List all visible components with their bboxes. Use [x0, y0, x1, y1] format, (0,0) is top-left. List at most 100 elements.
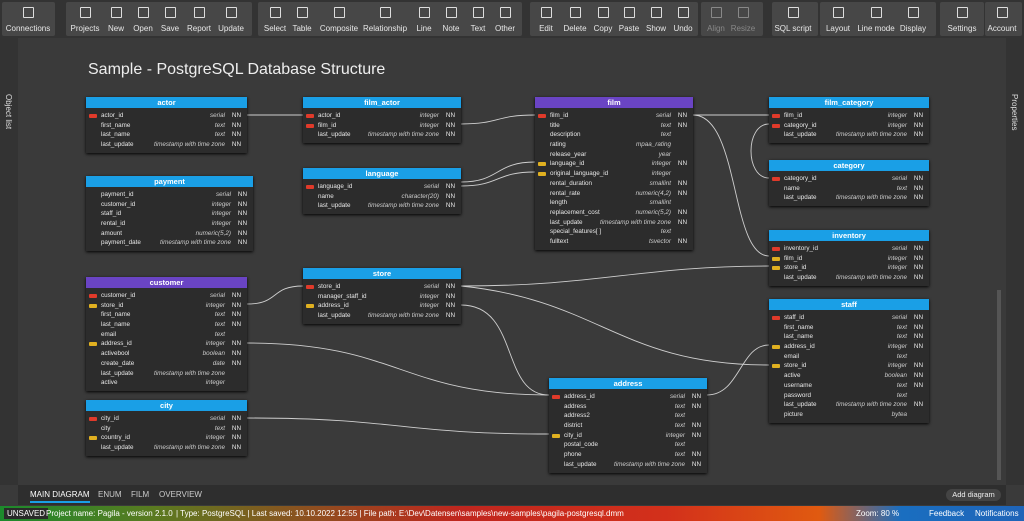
table-column[interactable]: film_id integer NN: [769, 254, 929, 264]
toolbar-button[interactable]: Show: [626, 2, 686, 36]
toolbar-button[interactable]: Composite: [309, 2, 369, 36]
table-column[interactable]: customer_id serial NN: [86, 291, 247, 301]
toolbar-button[interactable]: Copy: [573, 2, 633, 36]
table-column[interactable]: address text NN: [549, 402, 707, 412]
table[interactable]: payment payment_id serial NN customer_id inte…: [86, 176, 253, 252]
table-column[interactable]: address_id integer NN: [303, 301, 461, 311]
table-column[interactable]: postal_code text: [549, 440, 707, 450]
table-column[interactable]: film_id serial NN: [535, 111, 693, 121]
table[interactable]: actor actor_id serial NN first_name text NN las…: [86, 97, 247, 153]
table-column[interactable]: last_update timestamp with time zone NN: [86, 443, 247, 453]
table-column[interactable]: payment_date timestamp with time zone NN: [86, 238, 253, 248]
table-column[interactable]: username text NN: [769, 381, 929, 391]
table-column[interactable]: language_id serial NN: [303, 182, 461, 192]
table-column[interactable]: manager_staff_id integer NN: [303, 292, 461, 302]
table-column[interactable]: last_update timestamp with time zone NN: [303, 311, 461, 321]
table-column[interactable]: city text NN: [86, 424, 247, 434]
toolbar-button[interactable]: Select: [245, 2, 305, 36]
table-column[interactable]: first_name text NN: [86, 121, 247, 131]
table-column[interactable]: last_update timestamp with time zone NN: [86, 140, 247, 150]
table-column[interactable]: last_update timestamp with time zone: [86, 369, 247, 379]
diagram-tab[interactable]: ENUM: [98, 490, 122, 499]
table-column[interactable]: picture bytea: [769, 410, 929, 420]
table-column[interactable]: last_update timestamp with time zone NN: [769, 193, 929, 203]
table-column[interactable]: title text NN: [535, 121, 693, 131]
table-column[interactable]: staff_id serial NN: [769, 313, 929, 323]
table-column[interactable]: description text: [535, 130, 693, 140]
zoom[interactable]: Zoom: 80 %: [856, 509, 900, 518]
table[interactable]: store store_id serial NN manager_staff_id int…: [303, 268, 461, 324]
diagram-tab[interactable]: MAIN DIAGRAM: [30, 490, 90, 503]
scrollbar[interactable]: [997, 290, 1001, 480]
table-column[interactable]: city_id serial NN: [86, 414, 247, 424]
toolbar-button[interactable]: Account: [972, 2, 1024, 36]
table-column[interactable]: inventory_id serial NN: [769, 244, 929, 254]
table[interactable]: staff staff_id serial NN first_name text NN las…: [769, 299, 929, 423]
table-column[interactable]: staff_id integer NN: [86, 209, 253, 219]
feedback[interactable]: Feedback: [929, 509, 965, 518]
table-column[interactable]: first_name text NN: [86, 310, 247, 320]
table[interactable]: city city_id serial NN city text NN country_id i…: [86, 400, 247, 456]
table[interactable]: address address_id serial NN address text NN ad…: [549, 378, 707, 473]
table-column[interactable]: payment_id serial NN: [86, 190, 253, 200]
table[interactable]: language language_id serial NN name character…: [303, 168, 461, 215]
toolbar-button[interactable]: Open: [113, 2, 173, 36]
table-column[interactable]: store_id integer NN: [769, 361, 929, 371]
table-column[interactable]: last_update timestamp with time zone NN: [535, 218, 693, 228]
table-column[interactable]: email text: [86, 330, 247, 340]
toolbar-button[interactable]: Other: [475, 2, 535, 36]
table[interactable]: inventory inventory_id serial NN film_id inte…: [769, 230, 929, 286]
toolbar-button[interactable]: Display: [883, 2, 943, 36]
table-column[interactable]: last_update timestamp with time zone NN: [303, 201, 461, 211]
table-column[interactable]: last_update timestamp with time zone NN: [769, 400, 929, 410]
table-column[interactable]: city_id integer NN: [549, 431, 707, 441]
table-column[interactable]: last_update timestamp with time zone NN: [769, 273, 929, 283]
table-column[interactable]: rental_rate numeric(4,2) NN: [535, 189, 693, 199]
table-column[interactable]: store_id integer NN: [769, 263, 929, 273]
table-column[interactable]: last_name text NN: [769, 332, 929, 342]
table-column[interactable]: create_date date NN: [86, 359, 247, 369]
table[interactable]: film film_id serial NN title text NN descriptio…: [535, 97, 693, 250]
toolbar-button[interactable]: Text: [448, 2, 508, 36]
table-column[interactable]: district text NN: [549, 421, 707, 431]
toolbar-button[interactable]: Save: [140, 2, 200, 36]
table-column[interactable]: address_id integer NN: [769, 342, 929, 352]
table-column[interactable]: address_id integer NN: [86, 339, 247, 349]
toolbar-button[interactable]: Note: [421, 2, 481, 36]
table-column[interactable]: first_name text NN: [769, 323, 929, 333]
table-column[interactable]: password text: [769, 391, 929, 401]
table-column[interactable]: film_id integer NN: [303, 121, 461, 131]
toolbar-button[interactable]: Align: [686, 2, 746, 36]
table-column[interactable]: activebool boolean NN: [86, 349, 247, 359]
table-column[interactable]: address2 text: [549, 411, 707, 421]
table-column[interactable]: fulltext tsvector NN: [535, 237, 693, 247]
diagram-tab[interactable]: OVERVIEW: [159, 490, 202, 499]
toolbar-button[interactable]: Undo: [653, 2, 713, 36]
add-diagram-button[interactable]: Add diagram: [946, 489, 1001, 501]
table-column[interactable]: last_update timestamp with time zone NN: [303, 130, 461, 140]
table[interactable]: customer customer_id serial NN store_id integ…: [86, 277, 247, 391]
toolbar-button[interactable]: Settings: [932, 2, 992, 36]
table-column[interactable]: active boolean NN: [769, 371, 929, 381]
toolbar-button[interactable]: Paste: [599, 2, 659, 36]
table-column[interactable]: special_features[ ] text: [535, 227, 693, 237]
table-column[interactable]: email text: [769, 352, 929, 362]
table[interactable]: film_actor actor_id integer NN film_id intege…: [303, 97, 461, 144]
table-column[interactable]: amount numeric(5,2) NN: [86, 229, 253, 239]
toolbar-button[interactable]: SQL script: [763, 2, 823, 36]
table-column[interactable]: category_id serial NN: [769, 174, 929, 184]
toolbar-button[interactable]: Table: [272, 2, 332, 36]
diagram-tab[interactable]: FILM: [131, 490, 150, 499]
toolbar-button[interactable]: Line: [394, 2, 454, 36]
table-column[interactable]: language_id integer NN: [535, 159, 693, 169]
toolbar-button[interactable]: Report: [169, 2, 229, 36]
toolbar-button[interactable]: Line mode: [846, 2, 906, 36]
toolbar-button[interactable]: Connections: [0, 2, 58, 36]
table-column[interactable]: rating mpaa_rating: [535, 140, 693, 150]
toolbar-button[interactable]: New: [86, 2, 146, 36]
table-column[interactable]: actor_id serial NN: [86, 111, 247, 121]
table-column[interactable]: name text NN: [769, 184, 929, 194]
table-column[interactable]: customer_id integer NN: [86, 200, 253, 210]
table-column[interactable]: rental_duration smallint NN: [535, 179, 693, 189]
table-column[interactable]: original_language_id integer: [535, 169, 693, 179]
